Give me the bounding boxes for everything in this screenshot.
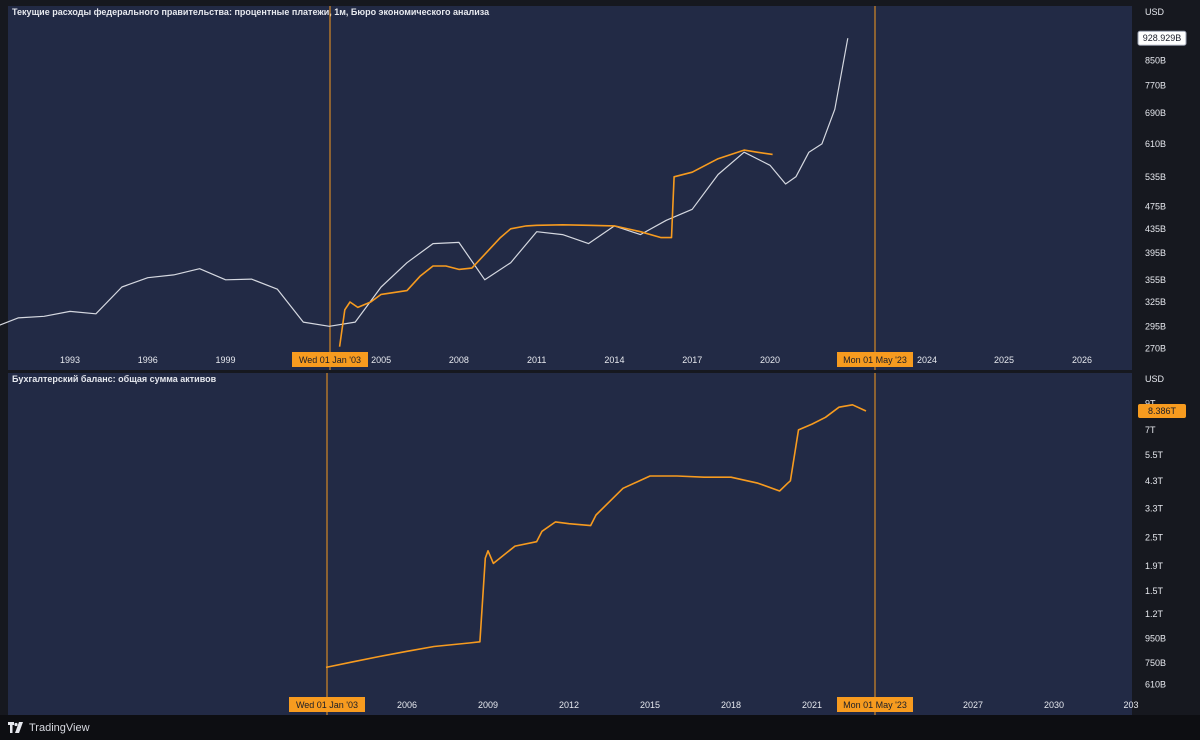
last-value-badge [1137,30,1187,46]
series-line[interactable] [338,149,773,347]
crosshair-date-label: Wed 01 Jan '03 [296,700,358,710]
series-line[interactable] [0,38,849,328]
currency-label: USD [1145,374,1165,384]
x-tick-label: 2008 [449,355,469,365]
y-tick-label: 4.3T [1145,476,1164,486]
y-tick-label: 325B [1145,297,1166,307]
plot-area[interactable] [8,373,1132,715]
crosshair-date-label: Mon 01 May '23 [843,355,907,365]
x-tick-label: 2011 [527,355,546,365]
x-tick-label: 2026 [1072,355,1092,365]
y-tick-label: 5.5T [1145,450,1164,460]
y-tick-label: 950B [1145,633,1166,643]
crosshair-date-badge [289,697,365,712]
crosshair-date-label: Wed 01 Jan '03 [299,355,361,365]
x-tick-label: 2030 [1044,700,1064,710]
y-tick-label: 770B [1145,80,1166,90]
x-tick-label: 203 [1123,700,1138,710]
x-tick-label: 2021 [802,700,822,710]
last-value-badge [1138,404,1186,419]
pane-total-assets[interactable]: Бухгалтерский баланс: общая сумма активо… [8,373,1186,715]
x-tick-label: 1999 [216,355,236,365]
x-tick-label: 2005 [371,355,391,365]
x-tick-label: 2020 [760,355,780,365]
y-tick-label: 395B [1145,248,1166,258]
tradingview-icon [8,722,23,733]
last-value-label: 928.929B [1143,33,1182,43]
y-tick-label: 295B [1145,321,1166,331]
x-tick-label: 2024 [917,355,937,365]
y-tick-label: 355B [1145,275,1166,285]
y-tick-label: 270B [1145,344,1166,354]
y-tick-label: 1.2T [1145,609,1164,619]
x-tick-label: 2012 [559,700,579,710]
y-tick-label: 435B [1145,224,1166,234]
x-tick-label: 1993 [60,355,80,365]
plot-area[interactable] [8,6,1132,370]
y-tick-label: 850B [1145,56,1166,66]
y-tick-label: 7T [1145,425,1156,435]
x-tick-label: 2009 [478,700,498,710]
x-tick-label: 2027 [963,700,983,710]
x-tick-label: 2006 [397,700,417,710]
crosshair-date-label: Mon 01 May '23 [843,700,907,710]
y-tick-label: 3.3T [1145,503,1164,513]
y-tick-label: 610B [1145,680,1166,690]
chart-canvas[interactable]: Текущие расходы федерального правительст… [0,0,1200,715]
pane-interest-payments[interactable]: Текущие расходы федерального правительст… [0,6,1187,370]
x-tick-label: 2014 [604,355,624,365]
y-tick-label: 9T [1145,399,1156,409]
x-tick-label: 2018 [721,700,741,710]
footer-bar: TradingView [0,715,1200,740]
tradingview-logo[interactable]: TradingView [8,722,90,734]
last-value-label: 8.386T [1148,406,1177,416]
y-tick-label: 1.9T [1145,561,1164,571]
y-tick-label: 475B [1145,202,1166,212]
y-tick-label: 2.5T [1145,532,1164,542]
chart-title: Текущие расходы федерального правительст… [12,7,490,17]
crosshair-date-badge [837,697,913,712]
y-tick-label: 750B [1145,658,1166,668]
currency-label: USD [1145,7,1165,17]
y-tick-label: 610B [1145,139,1166,149]
x-tick-label: 2017 [682,355,702,365]
x-tick-label: 1996 [138,355,158,365]
brand-name: TradingView [29,721,90,734]
y-tick-label: 1.5T [1145,586,1164,596]
y-tick-label: 535B [1145,172,1166,182]
y-tick-label: 690B [1145,108,1166,118]
x-tick-label: 2015 [640,700,660,710]
crosshair-date-badge [837,352,913,367]
series-line[interactable] [325,403,867,669]
crosshair-date-badge [292,352,368,367]
x-tick-label: 2025 [994,355,1014,365]
chart-title: Бухгалтерский баланс: общая сумма активо… [12,374,217,384]
